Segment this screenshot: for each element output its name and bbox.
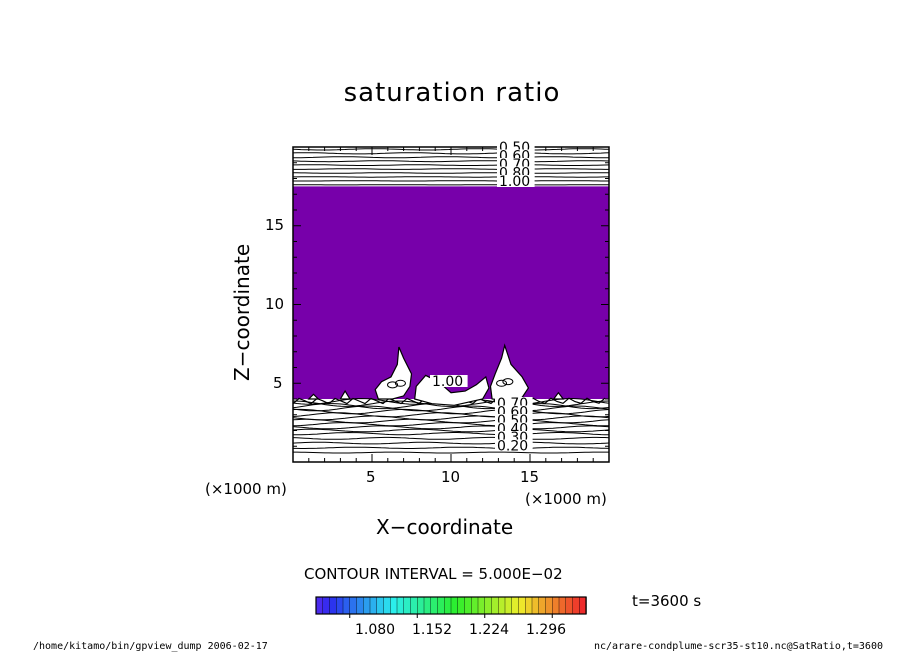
colorbar-segment — [423, 596, 432, 615]
cloud-region — [339, 389, 351, 400]
contour-line — [293, 418, 609, 424]
x-tick-label: 5 — [366, 468, 376, 486]
y-tick-label: 10 — [265, 295, 285, 313]
colorbar-segment — [315, 596, 324, 615]
colorbar-segment — [383, 596, 391, 615]
colorbar-segment — [565, 596, 574, 615]
contour-line — [293, 172, 609, 174]
colorbar-segment — [457, 596, 466, 615]
contour-line — [293, 431, 609, 436]
colorbar-segment — [477, 596, 486, 615]
colorbar-segment — [403, 596, 412, 615]
contour-line — [293, 446, 609, 449]
y-units-label: (×1000 m) — [205, 480, 287, 498]
colorbar-segment — [369, 596, 378, 615]
x-axis-label: X−coordinate — [376, 515, 514, 539]
colorbar-segment — [464, 596, 472, 615]
time-label: t=3600 s — [632, 592, 702, 610]
colorbar-segment — [356, 596, 364, 615]
colorbar-segment — [417, 596, 425, 615]
x-tick-label: 10 — [441, 468, 461, 486]
colorbar-segment — [329, 596, 337, 615]
colorbar-frame — [315, 596, 587, 615]
contour-interval-text: CONTOUR INTERVAL = 5.000E−02 — [304, 565, 563, 583]
colorbar-segment — [558, 596, 567, 615]
contour-loop — [394, 379, 406, 387]
contour-line — [293, 441, 609, 445]
chart-title: saturation ratio — [343, 78, 561, 108]
cloud-region — [307, 393, 320, 400]
colorbar-segment — [437, 596, 445, 615]
colorbar-segment — [322, 596, 331, 615]
contour-line — [293, 428, 609, 433]
colorbar-segment — [518, 596, 526, 615]
colorbar-segment — [471, 596, 479, 615]
contour-line — [293, 436, 609, 440]
colorbar-segment — [376, 596, 385, 615]
colorbar-segment — [491, 596, 499, 615]
contour-loop — [496, 379, 508, 387]
contour-line — [293, 156, 609, 159]
colorbar-segment — [572, 596, 580, 615]
contour-line — [293, 412, 609, 418]
colorbar-segment — [444, 596, 452, 615]
footer-right: nc/arare-condplume-scr35-st10.nc@SatRati… — [594, 641, 883, 652]
colorbar-tick-label: 1.296 — [526, 622, 567, 638]
colorbar-segment — [545, 596, 553, 615]
colorbar-segment — [511, 596, 520, 615]
colorbar-segment — [450, 596, 459, 615]
contour-label-bg — [497, 175, 535, 187]
supersaturated-region — [293, 186, 609, 399]
contour-line — [293, 415, 609, 421]
contour-label: 1.00 — [432, 374, 463, 390]
contour-label-bg — [430, 375, 468, 387]
footer-left: /home/kitamo/bin/gpview_dump 2006-02-17 — [33, 641, 268, 652]
y-tick-label: 5 — [273, 374, 283, 392]
y-tick-label: 15 — [265, 216, 285, 234]
colorbar-segment — [484, 596, 493, 615]
y-axis-label: Z−coordinate — [230, 243, 254, 381]
colorbar-segment — [531, 596, 540, 615]
colorbar-tick-label: 1.224 — [469, 622, 510, 638]
contour-line — [293, 425, 609, 430]
colorbar-segment — [430, 596, 439, 615]
contour-line — [293, 451, 609, 454]
contour-line — [293, 408, 609, 415]
x-units-label: (×1000 m) — [525, 490, 607, 508]
colorbar-tick-label: 1.080 — [355, 622, 396, 638]
colorbar-segment — [498, 596, 506, 615]
colorbar-segment — [349, 596, 358, 615]
colorbar-segment — [538, 596, 547, 615]
colorbar-segment — [410, 596, 418, 615]
colorbar-segment — [342, 596, 351, 615]
contour-line — [293, 168, 609, 170]
colorbar-segment — [504, 596, 513, 615]
colorbar-segment — [525, 596, 533, 615]
colorbar-segment — [363, 596, 371, 615]
contour-label: 1.00 — [499, 174, 530, 190]
colorbar-segment — [336, 596, 344, 615]
contour-line — [293, 400, 609, 407]
x-tick-label: 15 — [520, 468, 540, 486]
contour-line — [293, 160, 609, 163]
colorbar-tick-label: 1.152 — [412, 622, 453, 638]
colorbar-segment — [396, 596, 405, 615]
contour-line — [293, 164, 609, 166]
contour-line — [293, 176, 609, 178]
contour-loop — [502, 378, 514, 386]
contour-line — [293, 405, 609, 412]
contour-loop — [387, 381, 399, 389]
colorbar-segment — [552, 596, 560, 615]
contour-label: 0.20 — [497, 439, 528, 455]
contour-label-bg — [495, 439, 533, 452]
cloud-region — [552, 391, 565, 400]
colorbar-segment — [390, 596, 398, 615]
